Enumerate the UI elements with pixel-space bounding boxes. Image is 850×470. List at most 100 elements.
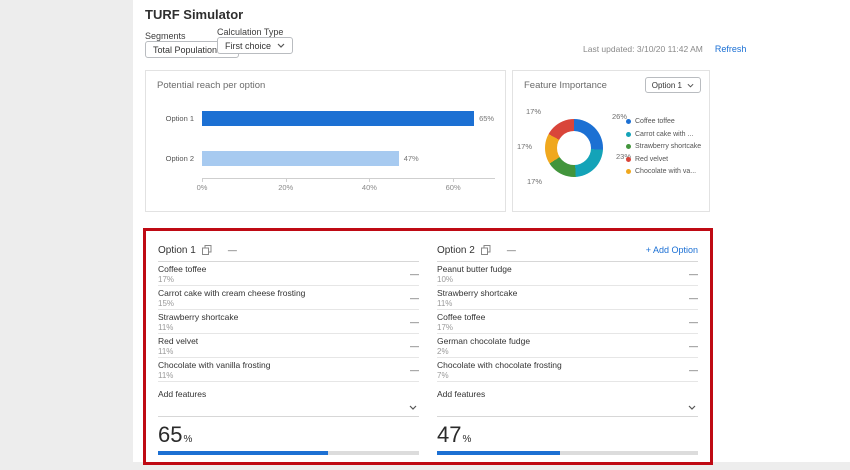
feature-percentage: 2% bbox=[437, 346, 449, 356]
axis-tick-label: 40% bbox=[361, 183, 377, 192]
feature-text: Carrot cake with cream cheese frosting 1… bbox=[158, 288, 305, 308]
option-name: Option 1 bbox=[158, 244, 196, 256]
feature-text: Red velvet 11% bbox=[158, 336, 198, 356]
remove-feature-button[interactable]: — bbox=[689, 316, 698, 327]
axis-tick bbox=[453, 179, 455, 182]
feature-row: Red velvet 11% — bbox=[158, 334, 419, 358]
bar-rows: Option 1 65% Option 2 47% bbox=[158, 98, 495, 178]
bar-row: Option 1 65% bbox=[158, 98, 495, 138]
reach-unit: % bbox=[462, 434, 472, 445]
feature-row: Strawberry shortcake 11% — bbox=[437, 286, 698, 310]
feature-name: Red velvet bbox=[158, 335, 199, 346]
axis-tick-label: 20% bbox=[278, 183, 294, 192]
legend-dot bbox=[626, 119, 631, 124]
reach-readout: 65% bbox=[158, 422, 419, 448]
donut-hole bbox=[557, 131, 591, 165]
remove-feature-button[interactable]: — bbox=[689, 292, 698, 303]
legend-dot bbox=[626, 144, 631, 149]
remove-feature-button[interactable]: — bbox=[410, 268, 419, 279]
legend-label: Carrot cake with ... bbox=[635, 130, 694, 138]
axis-tick bbox=[202, 179, 203, 182]
calculation-type-select[interactable]: First choice bbox=[217, 37, 294, 54]
option-header: Option 2 — bbox=[437, 241, 698, 262]
duplicate-option-icon[interactable] bbox=[480, 245, 491, 255]
options-section: + Add Option Option 1 — Coffee toffee 17… bbox=[143, 228, 713, 465]
reach-progress-track bbox=[437, 451, 698, 455]
add-option-button[interactable]: + Add Option bbox=[645, 245, 698, 255]
feature-name: Strawberry shortcake bbox=[437, 287, 518, 298]
option-column: Option 1 — Coffee toffee 17% — Carrot ca… bbox=[158, 241, 419, 455]
add-features-select[interactable] bbox=[437, 399, 698, 417]
feature-name: German chocolate fudge bbox=[437, 335, 531, 346]
feature-name: Chocolate with chocolate frosting bbox=[437, 359, 562, 370]
page-title: TURF Simulator bbox=[145, 7, 244, 22]
remove-feature-button[interactable]: — bbox=[689, 340, 698, 351]
reach-progress-fill bbox=[158, 451, 328, 455]
legend-dot bbox=[626, 156, 631, 162]
calculation-type-select-value: First choice bbox=[225, 40, 272, 51]
bar-category-label: Option 1 bbox=[165, 113, 194, 123]
feature-list: Coffee toffee 17% — Carrot cake with cre… bbox=[158, 262, 419, 382]
bar-row: Option 2 47% bbox=[158, 138, 495, 178]
reach-unit: % bbox=[183, 434, 193, 445]
chevron-down-icon bbox=[409, 405, 417, 410]
remove-feature-button[interactable]: — bbox=[410, 364, 419, 375]
remove-feature-button[interactable]: — bbox=[689, 364, 698, 375]
legend-item: Chocolate with va... bbox=[626, 168, 701, 175]
axis-tick bbox=[285, 179, 287, 182]
feature-importance-title: Feature Importance bbox=[524, 80, 607, 91]
chevron-down-icon bbox=[277, 43, 285, 48]
feature-text: Chocolate with vanilla frosting 11% bbox=[158, 360, 270, 380]
bar-value-label: 47% bbox=[403, 153, 419, 163]
feature-row: Carrot cake with cream cheese frosting 1… bbox=[158, 286, 419, 310]
legend-item: Carrot cake with ... bbox=[626, 131, 701, 138]
feature-name: Strawberry shortcake bbox=[158, 311, 239, 322]
feature-percentage: 11% bbox=[437, 298, 453, 308]
segments-select-value: Total Population bbox=[153, 44, 218, 55]
add-features-select[interactable] bbox=[158, 399, 419, 417]
option-columns: Option 1 — Coffee toffee 17% — Carrot ca… bbox=[158, 241, 698, 455]
feature-importance-option-select[interactable]: Option 1 bbox=[644, 77, 701, 93]
feature-text: Coffee toffee 17% bbox=[158, 264, 206, 284]
axis-tick-label: 0% bbox=[196, 183, 208, 192]
refresh-link[interactable]: Refresh bbox=[714, 44, 747, 54]
remove-feature-button[interactable]: — bbox=[410, 316, 419, 327]
remove-option-button[interactable]: — bbox=[227, 245, 237, 255]
bar-category-label: Option 2 bbox=[165, 153, 194, 163]
remove-feature-button[interactable]: — bbox=[689, 268, 698, 279]
feature-list: Peanut butter fudge 10% — Strawberry sho… bbox=[437, 262, 698, 382]
donut-segment-label: 17% bbox=[517, 142, 533, 151]
feature-percentage: 17% bbox=[437, 322, 454, 332]
header-right: Last updated: 3/10/20 11:42 AM Refresh bbox=[583, 44, 746, 54]
option-name: Option 2 bbox=[437, 244, 475, 256]
main-content-card: TURF Simulator Segments Total Population… bbox=[133, 0, 850, 465]
feature-name: Carrot cake with cream cheese frosting bbox=[158, 287, 306, 298]
feature-text: Strawberry shortcake 11% bbox=[158, 312, 238, 332]
feature-percentage: 11% bbox=[158, 346, 174, 356]
feature-row: Coffee toffee 17% — bbox=[158, 262, 419, 286]
feature-row: German chocolate fudge 2% — bbox=[437, 334, 698, 358]
feature-row: Chocolate with chocolate frosting 7% — bbox=[437, 358, 698, 382]
feature-name: Chocolate with vanilla frosting bbox=[158, 359, 271, 370]
feature-row: Chocolate with vanilla frosting 11% — bbox=[158, 358, 419, 382]
remove-feature-button[interactable]: — bbox=[410, 340, 419, 351]
remove-option-button[interactable]: — bbox=[506, 245, 516, 255]
donut-legend: Coffee toffee Carrot cake with ... Straw… bbox=[626, 118, 701, 181]
legend-dot bbox=[626, 169, 631, 174]
chevron-down-icon bbox=[687, 83, 694, 88]
legend-item: Coffee toffee bbox=[626, 118, 701, 125]
add-features-label: Add features bbox=[158, 389, 207, 399]
reach-progress-fill bbox=[437, 451, 560, 455]
feature-percentage: 11% bbox=[158, 370, 174, 380]
duplicate-option-icon[interactable] bbox=[201, 245, 212, 255]
legend-dot bbox=[626, 131, 631, 137]
axis-tick bbox=[369, 179, 371, 182]
reach-value: 65 bbox=[158, 422, 183, 447]
donut-segment-label: 26% bbox=[612, 112, 628, 121]
bar-chart: Option 1 65% Option 2 47% 0% 20% 40% 60% bbox=[158, 98, 495, 194]
remove-feature-button[interactable]: — bbox=[410, 292, 419, 303]
option-header: Option 1 — bbox=[158, 241, 419, 262]
reach-value: 47 bbox=[437, 422, 462, 447]
calculation-type-label: Calculation Type bbox=[217, 27, 284, 37]
